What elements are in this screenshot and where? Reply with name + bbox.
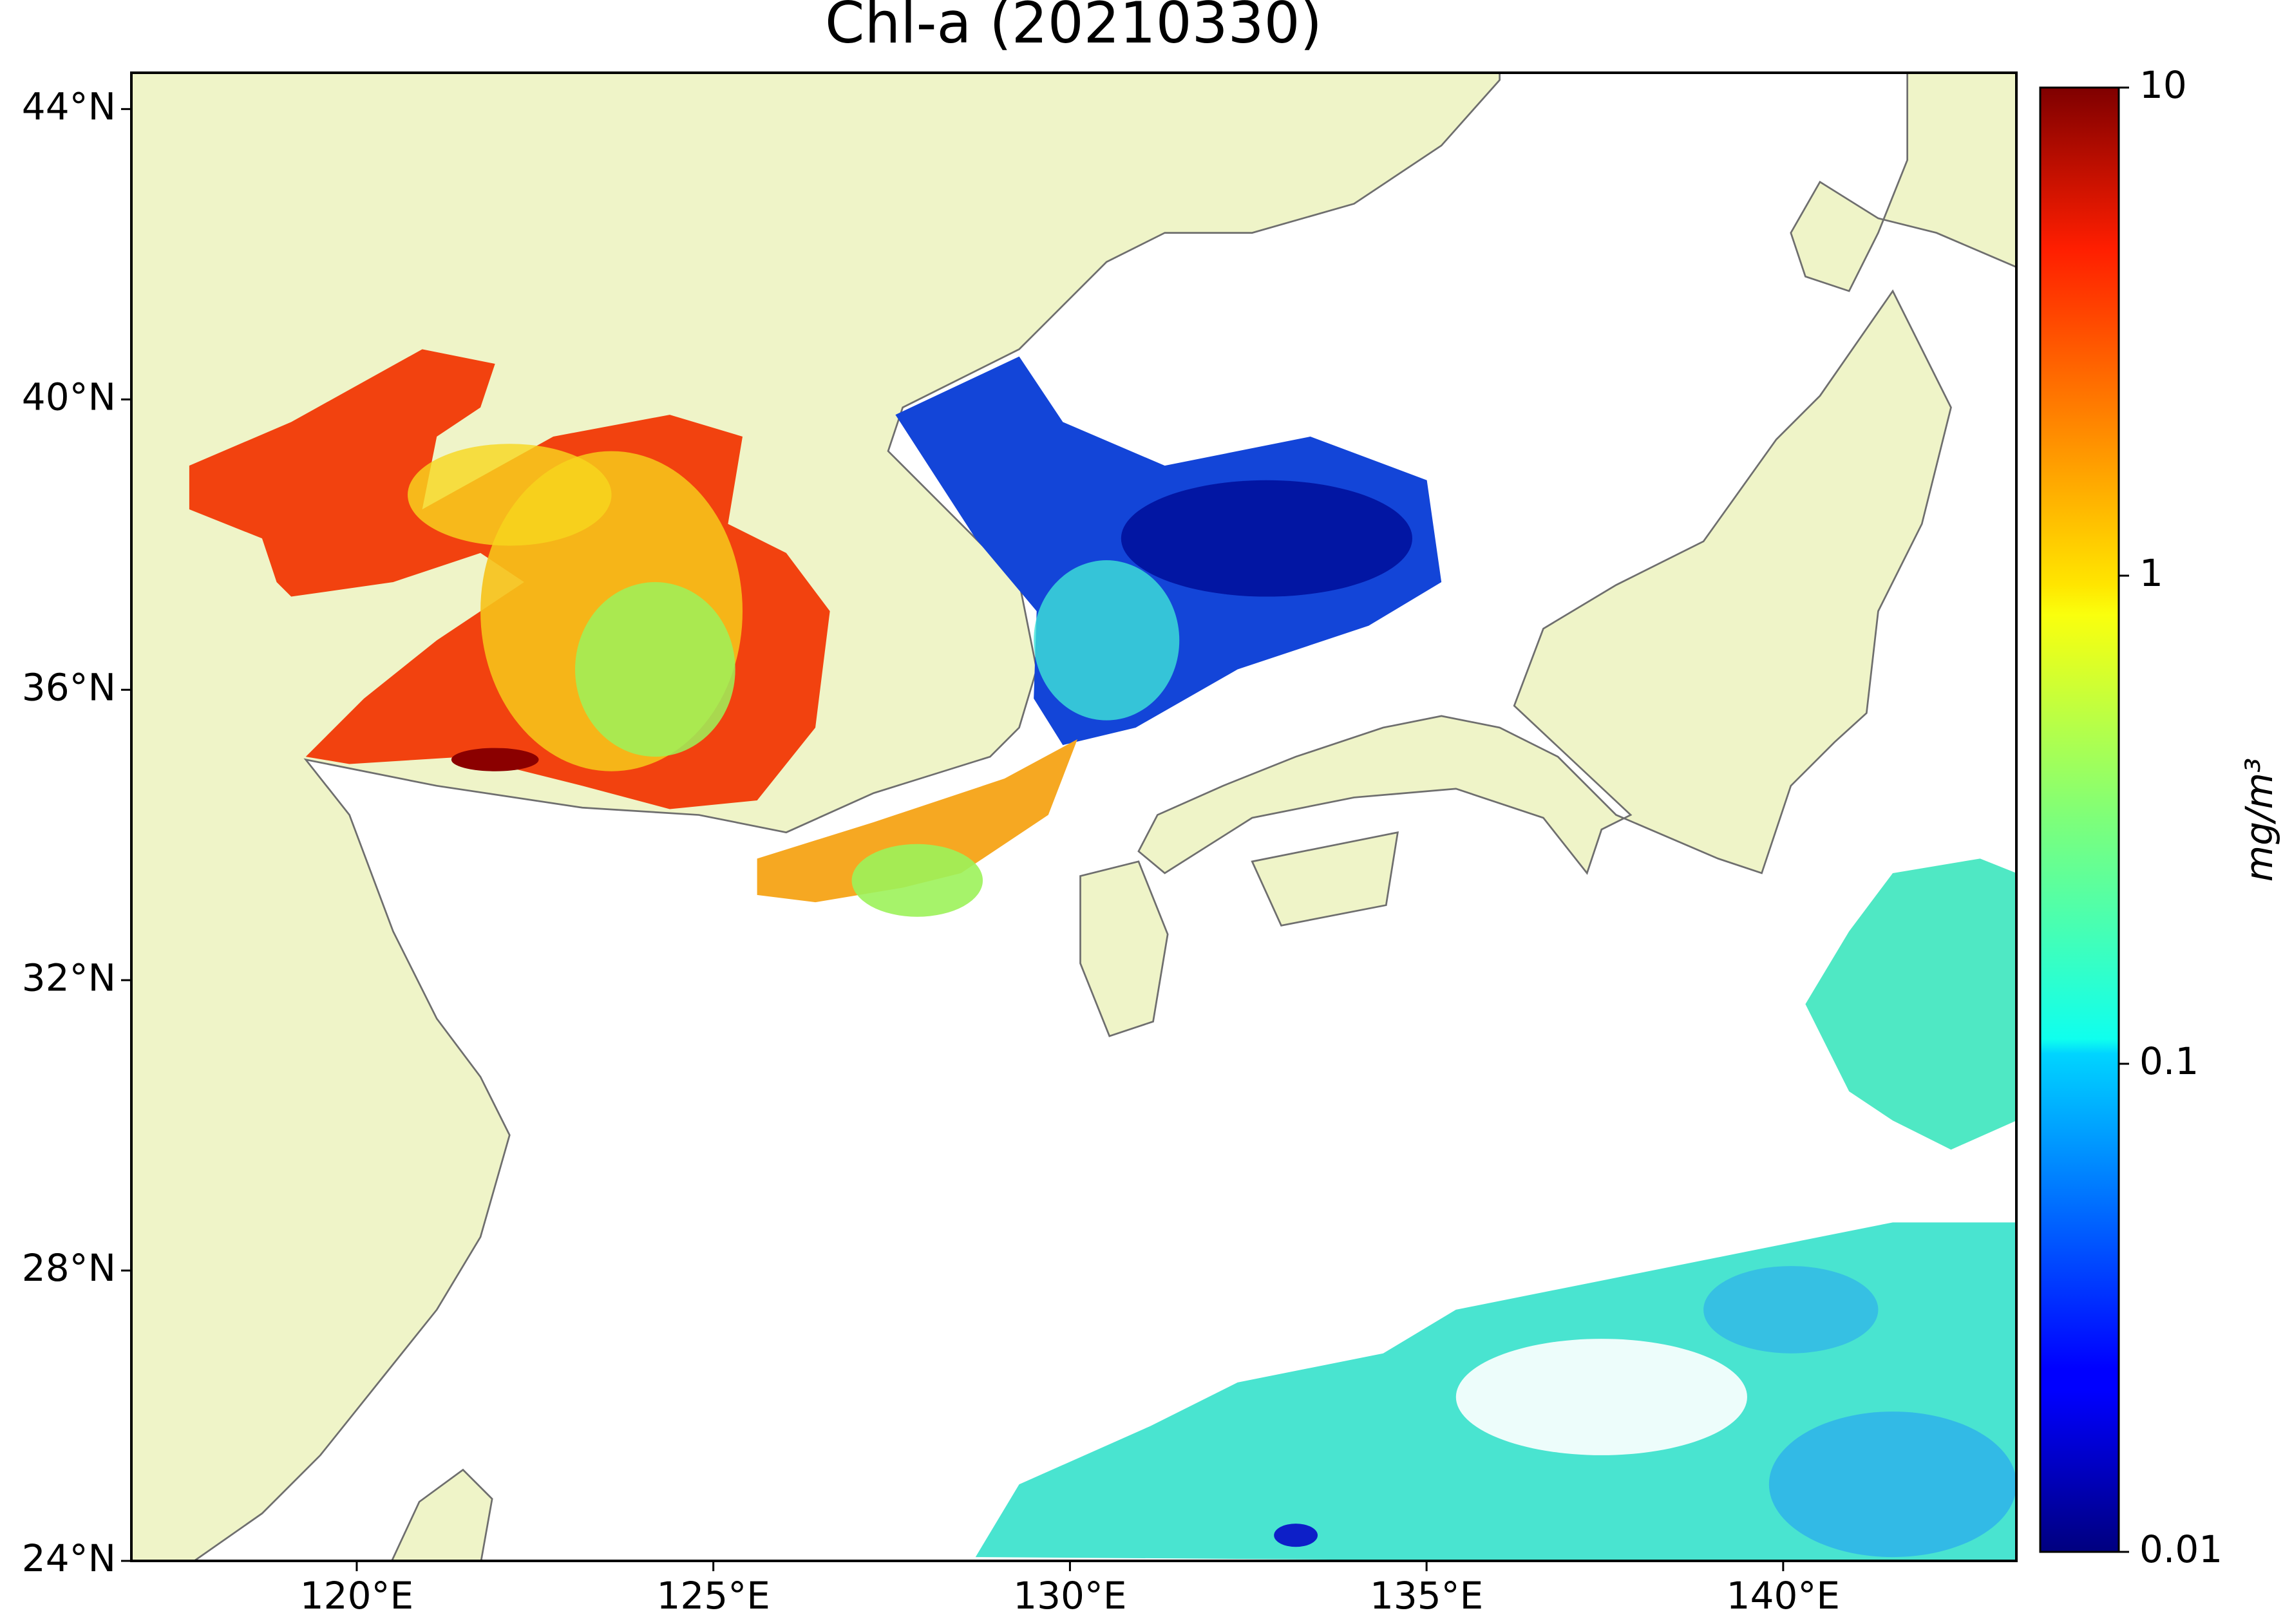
cloud-gap — [1455, 1339, 1747, 1455]
taiwan — [390, 1468, 493, 1561]
map-layer — [131, 73, 2016, 1561]
colorbar — [2039, 86, 2120, 1553]
chl-patch — [1121, 480, 1412, 597]
shikoku — [1251, 831, 1399, 927]
chl-patch — [851, 844, 983, 917]
chl-patch — [1703, 1266, 1879, 1354]
hokkaido-sakhalin — [1790, 73, 2016, 292]
chl-patch — [575, 581, 735, 757]
mainland — [131, 73, 1501, 1561]
y-tick-label: 40°N — [22, 375, 116, 419]
colorbar-tick-label: 10 — [2139, 63, 2187, 107]
kyushu — [1079, 860, 1169, 1037]
chl-patch — [1034, 560, 1180, 721]
y-tick-label: 32°N — [22, 956, 116, 999]
plot-frame — [130, 71, 2018, 1562]
chl-patch — [408, 444, 612, 546]
y-tick-label: 36°N — [22, 665, 116, 709]
south-korea-chl — [757, 739, 1077, 903]
chart-title: Chl-a (20210330) — [825, 0, 1322, 56]
x-tick-label: 120°E — [300, 1574, 413, 1618]
chl-patch — [1768, 1412, 2016, 1558]
chl-patch — [1274, 1524, 1318, 1547]
y-tick-label: 28°N — [22, 1246, 116, 1290]
pacific-chl — [1805, 858, 2016, 1150]
colorbar-label: mg/m³ — [2237, 758, 2281, 882]
x-tick-label: 125°E — [657, 1574, 770, 1618]
y-tick-label: 24°N — [22, 1536, 116, 1580]
x-tick-label: 130°E — [1013, 1574, 1126, 1618]
colorbar-tick-label: 0.1 — [2139, 1039, 2199, 1083]
chl-patch — [451, 748, 539, 771]
honshu — [1137, 289, 1952, 875]
colorbar-tick-label: 1 — [2139, 551, 2163, 595]
basemap — [131, 73, 2016, 1561]
x-tick-label: 140°E — [1727, 1574, 1840, 1618]
y-tick-label: 44°N — [22, 84, 116, 128]
x-tick-label: 135°E — [1370, 1574, 1483, 1618]
colorbar-tick-label: 0.01 — [2139, 1527, 2222, 1571]
